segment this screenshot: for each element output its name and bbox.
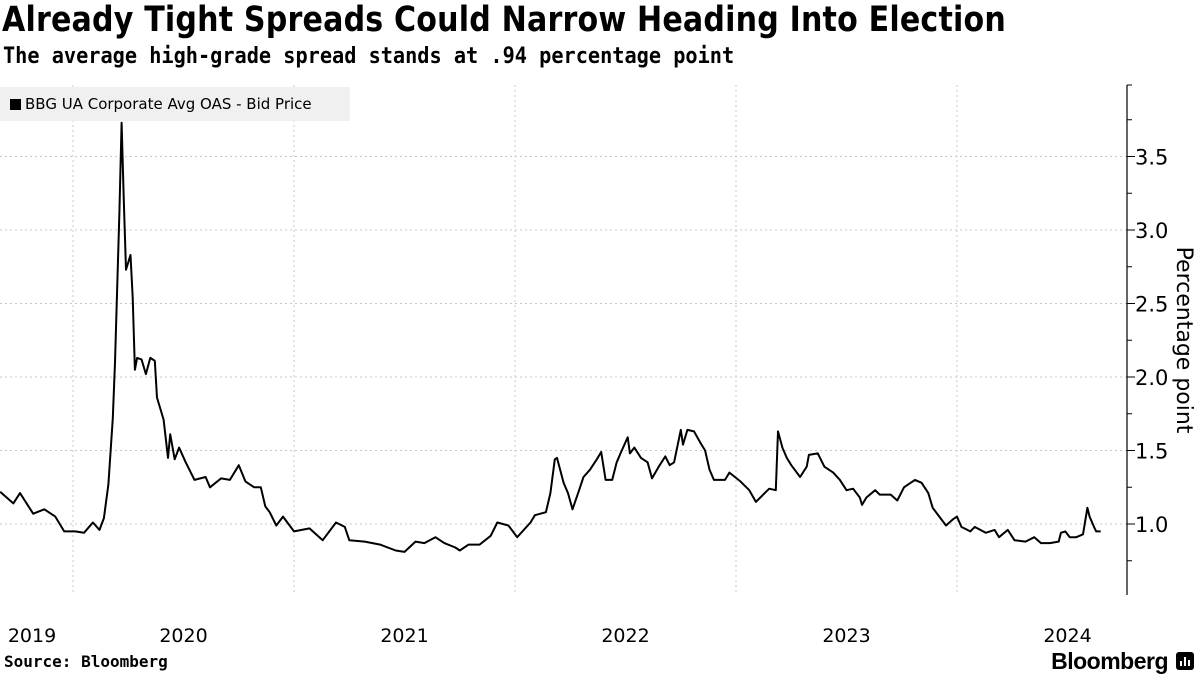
x-tick-label: 2020 [159,625,207,647]
x-tick-label: 2024 [1043,625,1091,647]
chart-subtitle: The average high-grade spread stands at … [3,44,735,69]
y-tick-label: 3.0 [1135,219,1168,243]
series-line [0,121,1101,553]
y-tick-label: 1.0 [1135,513,1168,537]
y-tick-label: 2.5 [1135,293,1168,317]
chart-title: Already Tight Spreads Could Narrow Headi… [2,0,1006,40]
y-axis-title: Percentage point [1171,247,1196,434]
x-tick-label: 2021 [380,625,428,647]
y-tick-label: 1.5 [1135,440,1168,464]
legend-label: BBG UA Corporate Avg OAS - Bid Price [25,95,312,113]
y-tick-label: 2.0 [1135,366,1168,390]
bloomberg-logo: Bloomberg [1051,648,1168,674]
x-tick-label: 2019 [8,625,56,647]
x-tick-label: 2023 [822,625,870,647]
source-note: Source: Bloomberg [4,652,168,671]
bloomberg-chart-icon [1176,652,1194,670]
y-tick-label: 3.5 [1135,146,1168,170]
x-tick-label: 2022 [601,625,649,647]
legend: BBG UA Corporate Avg OAS - Bid Price [0,87,350,121]
legend-swatch [10,98,21,110]
